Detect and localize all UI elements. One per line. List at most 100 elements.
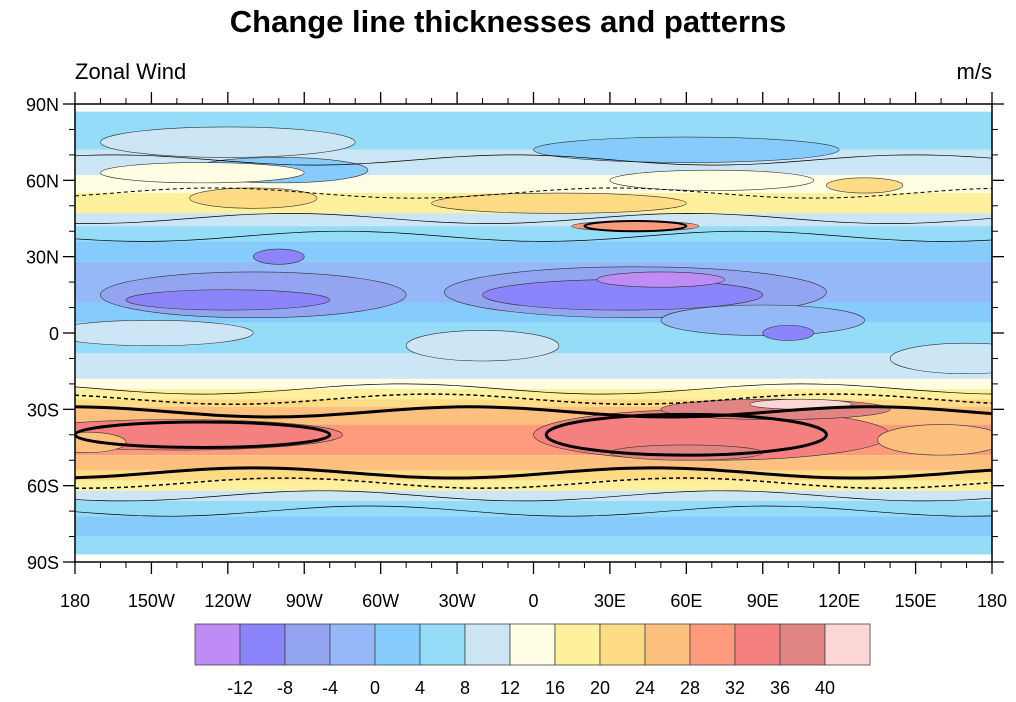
contour-fills: [75, 104, 992, 562]
contour-line: [75, 230, 992, 242]
chart-title: Change line thicknesses and patterns: [229, 4, 787, 39]
contour-line: [75, 383, 992, 395]
contour-line: [75, 405, 992, 419]
contour-lines: [75, 154, 992, 517]
colorbar-label: -8: [277, 678, 293, 698]
contour-region: [100, 126, 356, 158]
colorbar-box: [779, 623, 826, 666]
colorbar-box: [644, 623, 691, 666]
colorbar: -12 -8 -4 0 4 8 12 16 20 24 28 32 36 40: [194, 623, 871, 698]
contour-line: [75, 154, 992, 166]
lon-tick-label: 0: [528, 591, 538, 611]
contour-band: [75, 480, 992, 491]
contour-band: [75, 516, 992, 537]
colorbar-box: [239, 623, 286, 666]
colorbar-box: [509, 623, 556, 666]
colorbar-label: 8: [460, 678, 470, 698]
contour-band: [75, 500, 992, 517]
contour-region: [889, 342, 992, 375]
colorbar-label: 40: [815, 678, 835, 698]
contour-line: [75, 477, 992, 489]
contour-region: [571, 220, 700, 232]
colorbar-box: [194, 623, 241, 666]
contour-line: [75, 393, 992, 405]
lon-tick-label: 120W: [204, 591, 251, 611]
units-label: m/s: [956, 59, 992, 84]
contour-line: [75, 505, 992, 517]
lat-tick-label: 30S: [27, 400, 59, 420]
lon-tick-label: 90E: [747, 591, 779, 611]
contour-region: [125, 289, 331, 311]
colorbar-box: [419, 623, 466, 666]
colorbar-box: [599, 623, 646, 666]
lon-tick-label: 180: [977, 591, 1007, 611]
variable-label: Zonal Wind: [75, 59, 187, 84]
lon-tick-label: 150E: [895, 591, 937, 611]
contour-region: [660, 304, 865, 336]
colorbar-label: -12: [227, 678, 253, 698]
contour-region: [609, 169, 814, 191]
contour-band: [75, 399, 992, 407]
contour-region: [877, 424, 992, 456]
contour-region: [405, 330, 560, 362]
lat-tick-label: 0: [49, 324, 59, 344]
contour-line-32: [544, 412, 828, 457]
colorbar-box: [464, 623, 511, 666]
colorbar-box: [824, 623, 871, 666]
lon-tick-label: 90W: [286, 591, 323, 611]
lon-tick-label: 30W: [439, 591, 476, 611]
colorbar-label: -4: [322, 678, 338, 698]
contour-line-32: [75, 420, 332, 449]
colorbar-box: [734, 623, 781, 666]
colorbar-label: 36: [770, 678, 790, 698]
colorbar-label: 20: [590, 678, 610, 698]
contour-band: [75, 241, 992, 262]
colorbar-box: [374, 623, 421, 666]
contour-band: [75, 353, 992, 379]
colorbar-label: 32: [725, 678, 745, 698]
colorbar-box: [554, 623, 601, 666]
contour-band: [75, 388, 992, 400]
lat-tick-label: 90N: [26, 95, 59, 115]
lon-tick-label: 180: [60, 591, 90, 611]
lon-tick-label: 30E: [594, 591, 626, 611]
colorbar-label: 4: [415, 678, 425, 698]
contour-line: [75, 490, 992, 502]
contour-region: [762, 325, 814, 341]
colorbar-label: 0: [370, 678, 380, 698]
contour-region: [253, 248, 305, 265]
contour-band: [75, 490, 992, 501]
colorbar-label: 12: [500, 678, 520, 698]
contour-band: [75, 378, 992, 389]
contour-band: [75, 226, 992, 242]
contour-region: [75, 419, 343, 451]
contour-line-20: [583, 220, 688, 233]
contour-line: [75, 466, 992, 480]
colorbar-box: [284, 623, 331, 666]
contour-band: [75, 536, 992, 555]
lon-tick-label: 60E: [670, 591, 702, 611]
colorbar-label: 24: [635, 678, 655, 698]
colorbar-label: 16: [545, 678, 565, 698]
contour-region: [75, 319, 254, 347]
contour-band: [75, 213, 992, 227]
contour-region: [100, 162, 305, 184]
lat-tick-label: 60S: [27, 477, 59, 497]
lon-tick-label: 60W: [362, 591, 399, 611]
colorbar-box: [689, 623, 736, 666]
contour-region: [189, 187, 318, 209]
lat-tick-label: 90S: [27, 553, 59, 573]
lat-tick-label: 60N: [26, 171, 59, 191]
contour-region: [596, 271, 725, 288]
contour-region: [431, 192, 687, 214]
contour-region: [826, 177, 904, 194]
lat-tick-label: 30N: [26, 248, 59, 268]
contour-line: [75, 213, 992, 224]
colorbar-box: [329, 623, 376, 666]
lon-tick-label: 120E: [818, 591, 860, 611]
contour-region: [533, 136, 840, 163]
lon-tick-label: 150W: [128, 591, 175, 611]
contour-line: [75, 187, 992, 199]
